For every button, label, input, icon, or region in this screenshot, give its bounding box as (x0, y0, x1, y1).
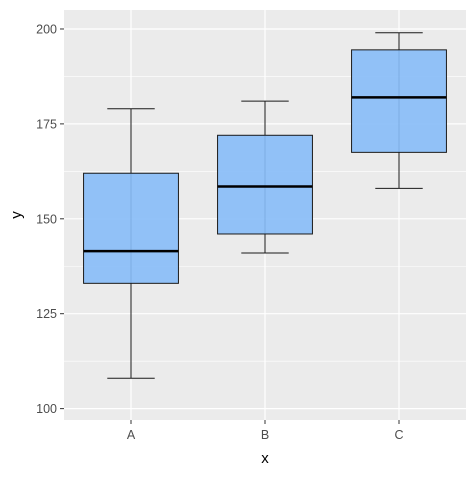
x-tick-label: B (261, 428, 269, 442)
box-rect (83, 172, 179, 284)
x-axis-title: x (261, 450, 269, 467)
box-rect (351, 49, 447, 153)
y-tick-label: 125 (36, 307, 57, 321)
y-tick-label: 100 (36, 402, 57, 416)
y-tick-label: 175 (36, 117, 57, 131)
y-tick-label: 150 (36, 212, 57, 226)
x-tick-label: C (394, 428, 403, 442)
y-tick-label: 200 (36, 22, 57, 36)
x-tick-label: A (127, 428, 136, 442)
y-axis-ticks: 100 125 150 175 200 (36, 22, 64, 416)
y-axis-title: y (8, 211, 25, 219)
boxes (83, 32, 447, 379)
x-axis-ticks: A B C (127, 420, 404, 442)
box-A (83, 108, 179, 379)
box-C (351, 32, 447, 189)
box-B (217, 100, 313, 254)
box-rect (217, 134, 313, 235)
